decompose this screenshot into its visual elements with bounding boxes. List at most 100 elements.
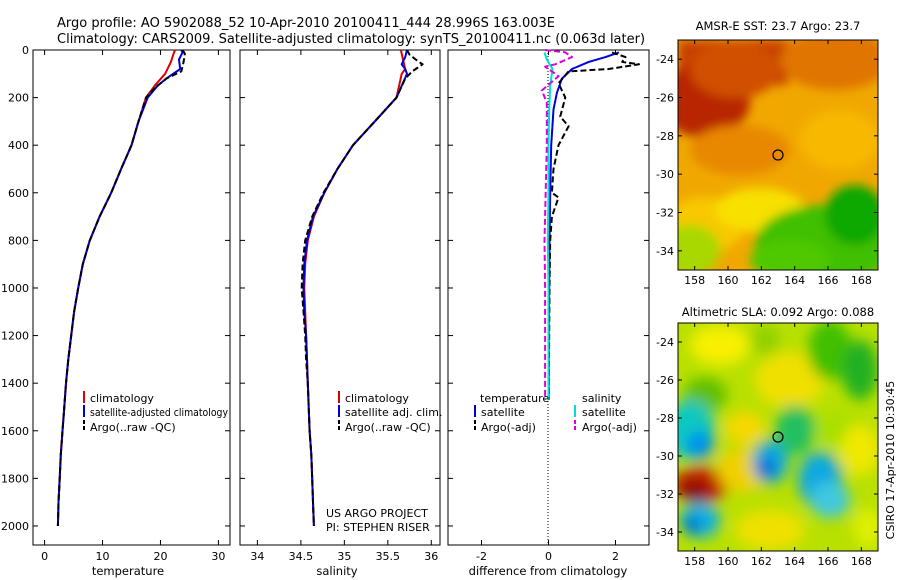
salinity-panel: 34 34.5 35 35.5 36 salinity climatology sate… [239,49,442,578]
difference-legend-salinity: salinity satellite Argo(-adj) [574,392,637,434]
salinity-legend: climatology satellite adj. clim. Argo(..… [338,391,442,434]
xtick-label-0-1: 10 [96,550,110,563]
legend-header-salinity: salinity [582,392,622,405]
temperature-ticks: 0 10 20 30 0 200 400 600 800 1000 1200 1400 1600 1800… [1,44,230,563]
ytick-label-6: 1200 [1,330,29,343]
credit-pi: PI: STEPHEN RISER [326,521,430,534]
map-xtick-label-3-0: 158 [684,274,705,287]
map-xtick-label-3-4: 166 [818,274,839,287]
legend-label-sal-satellite: satellite adj. clim. [345,406,442,419]
sst-map-frame [677,39,879,271]
map-ytick-label-4-1: -26 [656,374,674,387]
map-ytick-label-3-5: -34 [656,245,674,258]
salinity-series [300,49,424,527]
timestamp-stamp: CSIRO 17-Apr-2010 10:30:45 [884,381,897,540]
difference-panel: -2 0 2 difference from climatology tempera… [447,49,650,578]
map-ytick-label-3-2: -28 [656,130,674,143]
legend-label-sal-sat: satellite [582,406,626,419]
series-line-2-3 [540,49,573,400]
map-ytick-label-3-1: -26 [656,92,674,105]
series-line-0-2 [56,49,186,527]
series-line-2-2 [543,52,554,400]
map-ytick-label-4-5: -34 [656,526,674,539]
sla-map-ticks: 158 160 162 164 166 168 -24 -26 -28 -30 -32 -34 [656,323,878,568]
ytick-label-3: 600 [8,187,29,200]
sst-field [678,40,878,270]
map-xtick-label-4-0: 158 [684,555,705,568]
temperature-axes-frame [32,49,231,546]
salinity-ticks: 34 34.5 35 35.5 36 [240,49,440,563]
map-xtick-label-4-4: 166 [818,555,839,568]
map-xtick-label-4-2: 162 [751,555,772,568]
map-ytick-label-4-3: -30 [656,450,674,463]
sst-map-ticks: 158 160 162 164 166 168 -24 -26 -28 -30 -32 -34 [656,40,878,287]
series-line-1-0 [303,49,407,527]
ytick-label-7: 1400 [1,377,29,390]
map-ytick-label-4-4: -32 [656,488,674,501]
map-xtick-label-3-5: 168 [851,274,872,287]
map-ytick-label-4-0: -24 [656,336,674,349]
legend-label-sal-argo: Argo(..raw -QC) [345,421,431,434]
salinity-xlabel: salinity [316,564,357,578]
ytick-label-0: 0 [22,44,29,57]
map-xtick-label-3-3: 164 [784,274,805,287]
sla-map-title: Altimetric SLA: 0.092 Argo: 0.088 [682,305,874,319]
sst-map-panel: AMSR-E SST: 23.7 Argo: 23.7 158 160 162 164… [656,19,879,287]
xtick-label-1-4: 36 [424,550,438,563]
legend-label-temp-satellite: satellite [481,406,525,419]
difference-series [540,49,640,400]
figure-title-line1: Argo profile: AO 5902088_52 10-Apr-2010 … [57,16,555,31]
temperature-xlabel: temperature [92,564,164,578]
map-xtick-label-4-3: 164 [784,555,805,568]
ytick-label-4: 800 [8,234,29,247]
ytick-label-1: 200 [8,92,29,105]
ytick-label-10: 2000 [1,520,29,533]
sla-map-panel: Altimetric SLA: 0.092 Argo: 0.088 [656,305,879,568]
map-xtick-label-3-1: 160 [718,274,739,287]
sla-field [678,323,878,551]
legend-label-sal-argo-adj: Argo(-adj) [582,421,637,434]
ytick-label-8: 1600 [1,425,29,438]
xtick-label-1-2: 35 [337,550,351,563]
sla-float-marker [772,431,784,443]
legend-label-satellite-adjusted: satellite-adjusted climatology [90,406,228,419]
temperature-panel: 0 10 20 30 0 200 400 600 800 1000 1200 1400 1600 1800… [1,44,231,578]
xtick-label-2-1: 0 [545,550,552,563]
difference-ticks: -2 0 2 [448,49,649,563]
series-line-0-1 [56,49,184,527]
legend-label-sal-climatology: climatology [345,392,409,405]
temperature-series [56,49,186,527]
xtick-label-0-2: 20 [153,550,167,563]
map-xtick-label-4-5: 168 [851,555,872,568]
difference-legend-temperature: temperature satellite Argo(-adj) [474,392,549,434]
xtick-label-2-2: 2 [612,550,619,563]
legend-label-temp-argo: Argo(-adj) [481,421,536,434]
series-line-1-2 [300,49,424,527]
map-ytick-label-3-4: -32 [656,207,674,220]
xtick-label-1-0: 34 [250,550,264,563]
series-line-2-1 [547,51,640,400]
ytick-label-5: 1000 [1,282,29,295]
xtick-label-0-0: 0 [41,550,48,563]
map-xtick-label-4-1: 160 [718,555,739,568]
xtick-label-1-3: 35.5 [376,550,401,563]
series-line-2-0 [547,51,620,400]
difference-xlabel: difference from climatology [469,564,628,578]
legend-label-climatology: climatology [90,392,154,405]
ytick-label-9: 1800 [1,472,29,485]
legend-label-argo: Argo(..raw -QC) [90,421,176,434]
sla-map-frame [677,322,879,552]
ytick-label-2: 400 [8,139,29,152]
salinity-axes-frame [239,49,441,546]
series-line-0-0 [56,49,176,527]
xtick-label-2-0: -2 [476,550,487,563]
figure-title-line2: Climatology: CARS2009. Satellite-adjuste… [57,32,645,47]
xtick-label-1-1: 34.5 [289,550,314,563]
sst-float-marker [772,149,784,161]
map-xtick-label-3-2: 162 [751,274,772,287]
xtick-label-0-3: 30 [211,550,225,563]
sst-map-title: AMSR-E SST: 23.7 Argo: 23.7 [696,19,861,33]
series-line-1-1 [302,49,408,527]
map-ytick-label-3-0: -24 [656,53,674,66]
